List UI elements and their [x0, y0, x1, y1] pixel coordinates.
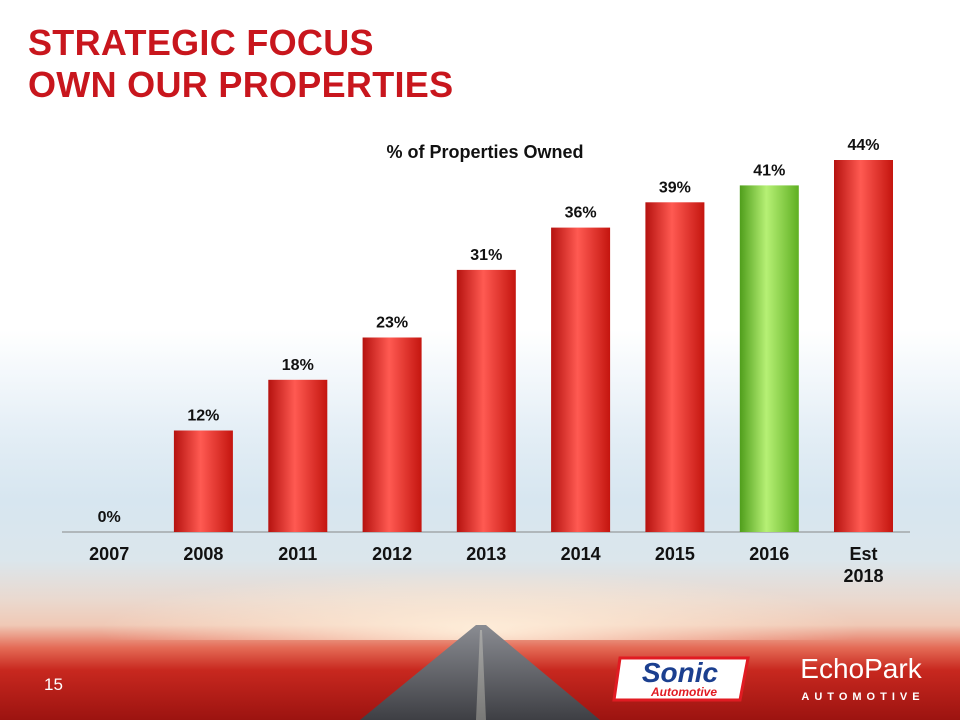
bar-est-2018: [834, 160, 893, 532]
data-label: 36%: [565, 205, 597, 222]
x-tick-label: 2013: [466, 544, 506, 564]
echopark-logo-text: EchoPark: [800, 653, 922, 684]
bars-group: 0% 2007 12% 2008 18% 2011 23% 2012 31% 2013 36% 201…: [89, 137, 893, 586]
x-tick-label: 2018: [843, 566, 883, 586]
echopark-automotive-logo: EchoPark AUTOMOTIVE: [800, 653, 924, 703]
sonic-logo-subtext: Automotive: [650, 685, 717, 699]
data-label: 31%: [470, 247, 502, 264]
data-label: 18%: [282, 357, 314, 374]
data-label: 12%: [187, 408, 219, 425]
x-tick-label: 2008: [183, 544, 223, 564]
data-label: 44%: [847, 137, 879, 154]
bar-2016: [739, 185, 799, 532]
page-number: 15: [44, 675, 63, 694]
x-tick-label: 2015: [655, 544, 695, 564]
bar-2015: [645, 202, 705, 533]
bar-2012: [362, 337, 422, 532]
title-line-2: OWN OUR PROPERTIES: [28, 64, 454, 105]
slide-title: STRATEGIC FOCUS OWN OUR PROPERTIES: [28, 22, 453, 106]
x-tick-label: 2011: [278, 544, 317, 564]
x-tick-label: Est: [849, 544, 877, 564]
x-tick-label: 2014: [561, 544, 601, 564]
bar-2011: [268, 379, 328, 532]
chart-title: % of Properties Owned: [386, 142, 583, 162]
data-label: 23%: [376, 315, 408, 332]
bar-2008: [173, 430, 233, 532]
data-label: 39%: [659, 179, 691, 196]
x-tick-label: 2016: [749, 544, 789, 564]
bar-2014: [551, 227, 611, 532]
data-label: 41%: [753, 162, 785, 179]
title-line-1: STRATEGIC FOCUS: [28, 22, 374, 63]
x-tick-label: 2012: [372, 544, 412, 564]
x-tick-label: 2007: [89, 544, 129, 564]
echopark-logo-subtext: AUTOMOTIVE: [801, 691, 924, 703]
data-label: 0%: [98, 509, 121, 526]
bar-2013: [456, 269, 516, 532]
sonic-automotive-logo: Sonic Automotive: [612, 656, 750, 702]
sonic-logo-text: Sonic: [642, 657, 719, 688]
